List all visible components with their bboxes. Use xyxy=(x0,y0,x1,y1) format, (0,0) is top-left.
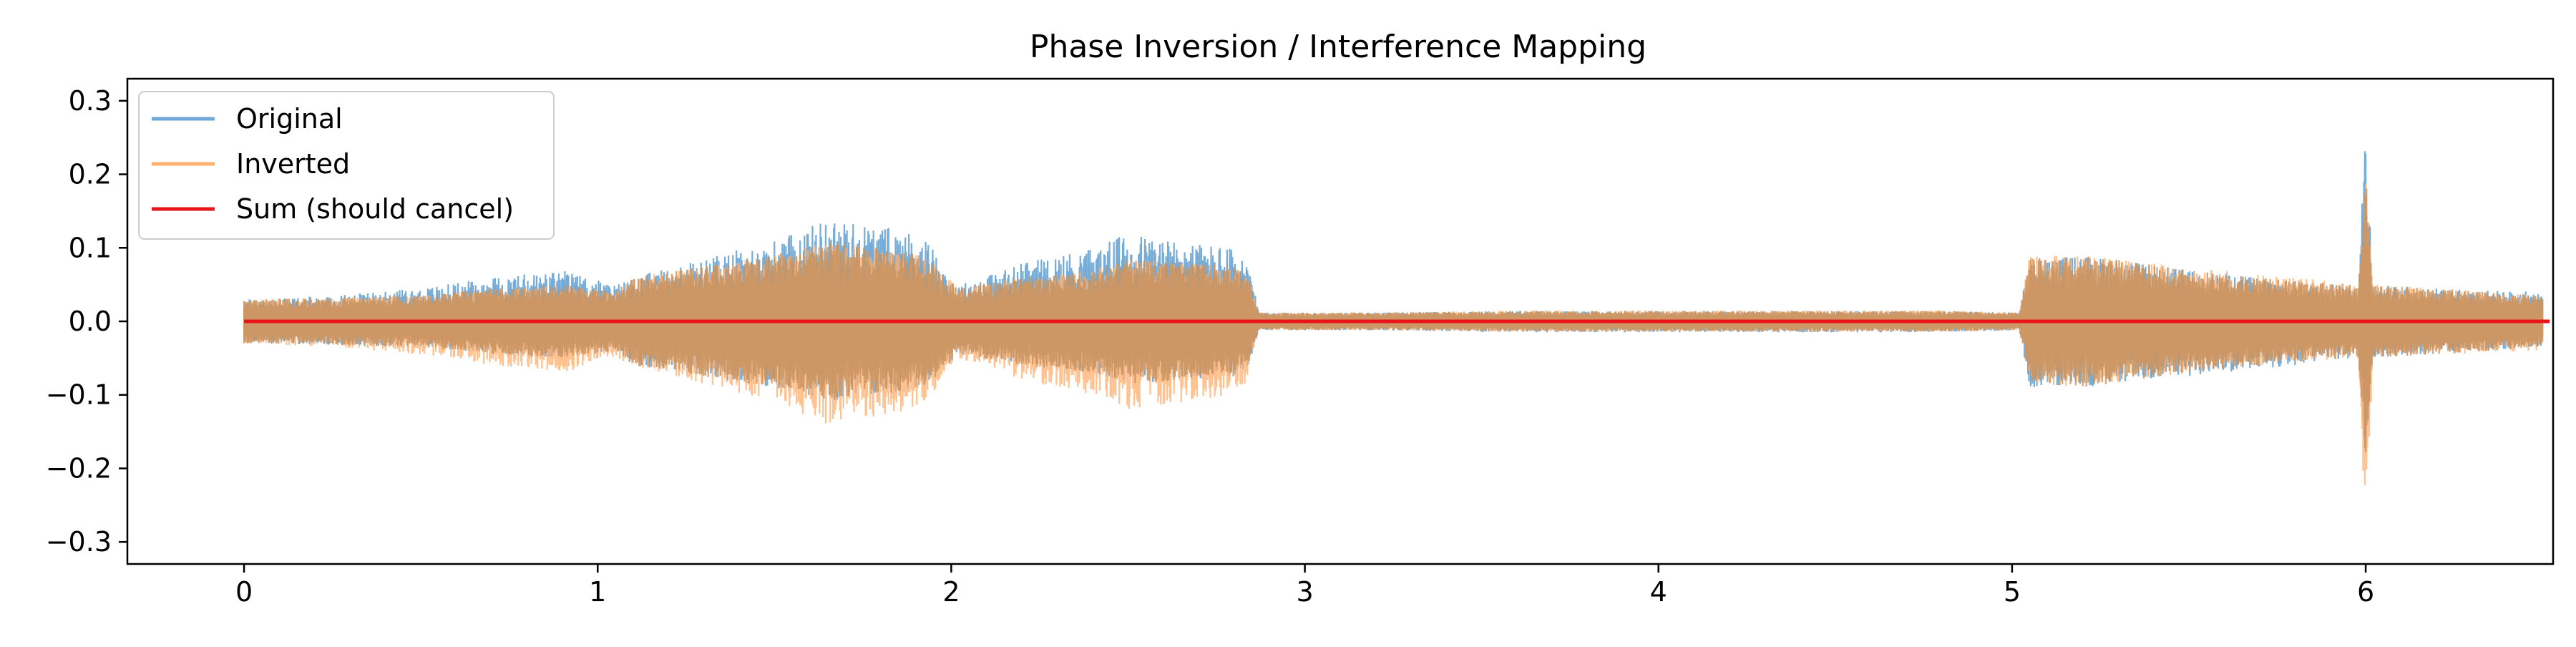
legend-label-original: Original xyxy=(236,103,343,135)
y-tick-label: −0.2 xyxy=(46,452,112,484)
axes: 0 1 2 3 4 5 6 0.3 0.2 0.1 0.0 −0.1 −0.2 −0.3 xyxy=(46,77,2555,608)
y-tick-label: 0.1 xyxy=(69,232,112,263)
legend: Original Inverted Sum (should cancel) xyxy=(138,91,555,240)
y-tick-label: −0.3 xyxy=(46,526,112,558)
legend-box xyxy=(138,91,555,240)
x-tick-label: 1 xyxy=(589,576,606,608)
x-tick-label: 2 xyxy=(942,576,960,608)
x-tick-label: 6 xyxy=(2357,576,2374,608)
chart-title: Phase Inversion / Interference Mapping xyxy=(1030,29,1646,65)
x-tick-label: 4 xyxy=(1650,576,1667,608)
x-tick-label: 0 xyxy=(235,576,253,608)
y-tick-label: 0.0 xyxy=(69,306,112,337)
y-tick-label: 0.3 xyxy=(69,85,112,117)
x-tick-label: 3 xyxy=(1296,576,1313,608)
legend-label-inverted: Inverted xyxy=(236,148,350,180)
plot-area xyxy=(243,151,2550,485)
legend-label-sum: Sum (should cancel) xyxy=(236,193,514,225)
y-tick-label: 0.2 xyxy=(69,159,112,190)
y-tick-label: −0.1 xyxy=(46,379,112,411)
x-tick-label: 5 xyxy=(2004,576,2021,608)
